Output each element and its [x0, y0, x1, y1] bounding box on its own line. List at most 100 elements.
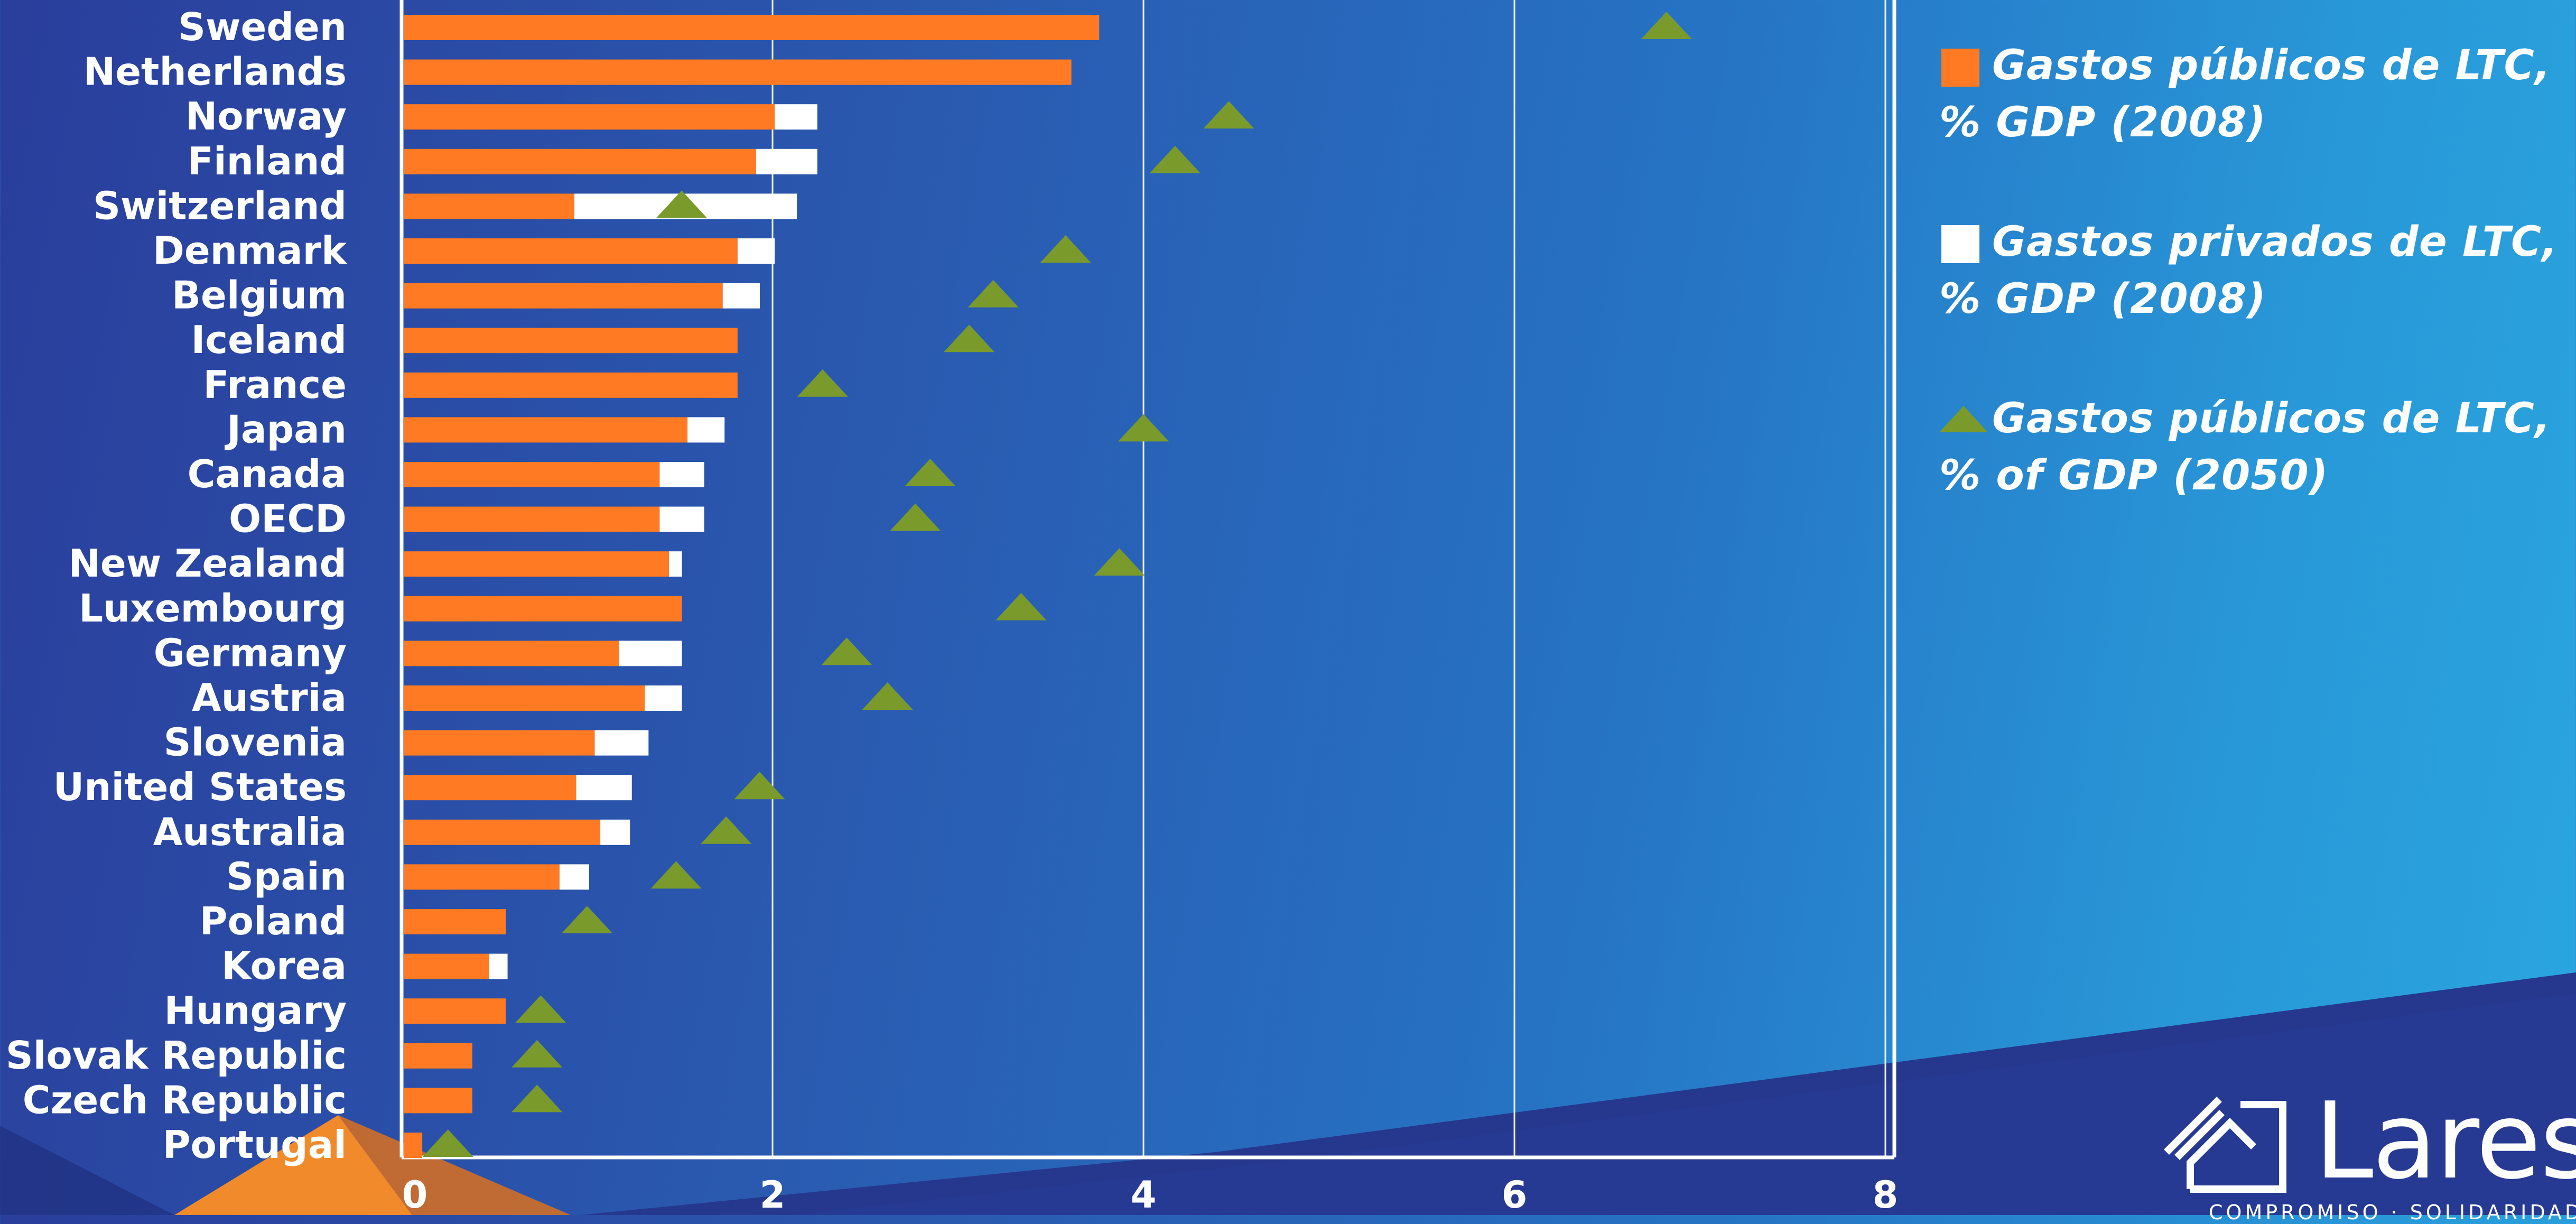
marker-public-2050	[1094, 548, 1145, 576]
bar-public-2008	[404, 283, 723, 309]
marker-public-2050	[862, 682, 913, 710]
x-tick-label: 0	[402, 1173, 428, 1215]
bar-public-2008	[404, 1088, 472, 1114]
bar-public-2008	[404, 506, 660, 532]
x-tick-label: 8	[1873, 1173, 1899, 1215]
category-label: Portugal	[163, 1123, 347, 1167]
marker-public-2050	[734, 772, 785, 800]
background-orange-shape	[174, 1115, 412, 1215]
bar-private-2008	[775, 104, 817, 130]
legend-label-line1: Gastos públicos de LTC,	[1992, 395, 2551, 442]
x-tick-label: 2	[760, 1173, 786, 1215]
category-label: Hungary	[164, 988, 347, 1033]
bar-public-2008	[404, 551, 669, 577]
marker-public-2050	[996, 592, 1047, 620]
bar-public-2008	[404, 953, 489, 979]
category-label: Japan	[224, 407, 347, 451]
category-label: Austria	[192, 675, 347, 720]
bar-public-2008	[404, 909, 506, 934]
legend-item-public-2050: Gastos públicos de LTC, % of GDP (2050)	[1939, 390, 2568, 504]
bar-public-2008	[404, 372, 738, 398]
marker-public-2050	[905, 459, 956, 486]
logo-tagline: COMPROMISO · SOLIDARIDAD	[2209, 1201, 2576, 1224]
bar-public-2008	[404, 998, 506, 1024]
bar-private-2008	[645, 685, 682, 711]
legend-label-line2: % GDP (2008)	[1939, 275, 2266, 323]
bar-private-2008	[687, 417, 725, 443]
category-label: Denmark	[153, 228, 348, 273]
marker-public-2050	[1040, 235, 1091, 263]
category-label: Slovenia	[164, 720, 347, 765]
marker-public-2050	[512, 1084, 563, 1112]
background-dark-band	[0, 972, 2576, 1215]
category-label: Poland	[200, 899, 347, 943]
bar-public-2008	[404, 1043, 472, 1069]
category-label: Netherlands	[83, 50, 347, 94]
bar-public-2008	[404, 819, 601, 845]
bar-private-2008	[756, 149, 817, 174]
marker-public-2050	[515, 995, 566, 1023]
bar-public-2008	[404, 462, 660, 487]
bar-private-2008	[594, 730, 649, 756]
category-label: Luxembourg	[79, 586, 347, 630]
bar-public-2008	[404, 328, 738, 354]
legend-label-line2: % GDP (2008)	[1939, 99, 2266, 146]
category-label: Iceland	[191, 318, 347, 362]
background-left-dark-corner	[0, 1126, 174, 1215]
bar-public-2008	[404, 15, 1100, 40]
category-label: Spain	[226, 854, 347, 898]
bar-private-2008	[600, 819, 630, 845]
marker-public-2050	[422, 1129, 473, 1157]
house-logo-icon	[2164, 1097, 2286, 1193]
bar-public-2008	[404, 596, 682, 622]
category-label: OECD	[229, 497, 347, 541]
bar-public-2008	[404, 193, 574, 219]
category-label: Sweden	[178, 5, 347, 49]
background-orange-shape-highlight	[338, 1115, 571, 1215]
marker-public-2050	[944, 324, 995, 353]
legend-swatch-white-square	[1941, 225, 1979, 263]
legend-label-line1: Gastos públicos de LTC,	[1992, 42, 2551, 89]
legend-label-line2: % of GDP (2050)	[1939, 452, 2329, 499]
bar-public-2008	[404, 864, 560, 890]
category-label: Australia	[153, 810, 347, 854]
x-tick-label: 6	[1502, 1173, 1528, 1215]
category-label: Canada	[188, 452, 347, 496]
bar-private-2008	[722, 283, 760, 309]
category-label: Korea	[221, 944, 347, 988]
bar-public-2008	[404, 59, 1072, 85]
logo-wordmark: Lares	[2314, 1080, 2576, 1203]
category-label: United States	[53, 765, 347, 809]
category-label: France	[203, 363, 347, 407]
marker-public-2050	[701, 816, 752, 844]
marker-public-2050	[1641, 12, 1692, 39]
bar-public-2008	[404, 1133, 423, 1158]
marker-public-2050	[656, 190, 708, 218]
bar-public-2008	[404, 417, 688, 443]
category-label: Czech Republic	[23, 1078, 347, 1122]
bar-private-2008	[559, 864, 589, 890]
marker-public-2050	[890, 503, 941, 531]
marker-public-2050	[562, 906, 612, 933]
marker-public-2050	[1118, 414, 1169, 442]
bar-private-2008	[737, 238, 775, 264]
legend-item-private-2008: Gastos privados de LTC, % GDP (2008)	[1939, 214, 2568, 328]
legend-swatch-orange-square	[1941, 49, 1979, 87]
marker-public-2050	[797, 369, 848, 397]
lares-logo: Lares COMPROMISO · SOLIDARIDAD	[2161, 1080, 2576, 1224]
marker-public-2050	[512, 1040, 563, 1068]
category-label: Belgium	[172, 273, 347, 318]
bar-public-2008	[404, 238, 738, 264]
bar-public-2008	[404, 775, 576, 801]
marker-public-2050	[821, 637, 872, 665]
legend-label-line1: Gastos privados de LTC,	[1992, 218, 2558, 266]
bar-public-2008	[404, 685, 645, 711]
chart-legend: Gastos públicos de LTC, % GDP (2008) Gas…	[1939, 37, 2568, 567]
bar-private-2008	[489, 953, 508, 979]
category-label: Slovak Republic	[6, 1033, 347, 1078]
marker-public-2050	[650, 861, 702, 889]
category-label: New Zealand	[69, 541, 347, 586]
category-label: Germany	[154, 630, 347, 675]
